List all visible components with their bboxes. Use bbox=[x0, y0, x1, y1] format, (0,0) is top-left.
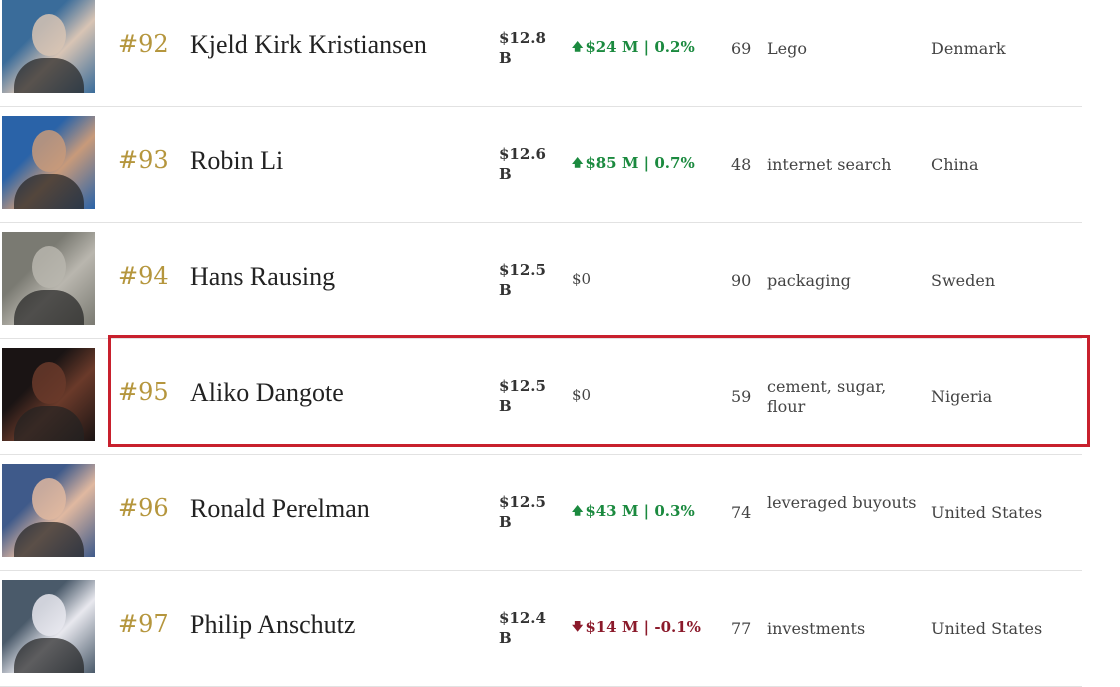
table-row[interactable]: #92 Kjeld Kirk Kristiansen $12.8 B 🡅 $24 … bbox=[0, 0, 1082, 107]
person-photo[interactable] bbox=[2, 580, 95, 673]
person-name[interactable]: Kjeld Kirk Kristiansen bbox=[190, 30, 427, 59]
net-worth: $12.5 B bbox=[499, 377, 546, 415]
net-worth: $12.5 B bbox=[499, 261, 546, 299]
table-row[interactable]: #96 Ronald Perelman $12.5 B 🡅 $43 M | 0.3… bbox=[0, 454, 1082, 571]
person-photo[interactable] bbox=[2, 0, 95, 93]
person-photo[interactable] bbox=[2, 464, 95, 557]
country: United States bbox=[931, 619, 1043, 638]
arrow-up-icon: 🡅 bbox=[572, 156, 584, 169]
daily-change: 🡅 $43 M | 0.3% bbox=[572, 502, 695, 521]
age: 74 bbox=[731, 503, 752, 522]
highlight-box bbox=[108, 335, 1090, 447]
daily-change: $0 bbox=[572, 270, 591, 288]
person-name[interactable]: Ronald Perelman bbox=[190, 494, 370, 523]
person-photo[interactable] bbox=[2, 232, 95, 325]
age: 48 bbox=[731, 155, 752, 174]
source-of-wealth: cement, sugar, flour bbox=[767, 377, 887, 416]
age: 69 bbox=[731, 39, 752, 58]
net-worth: $12.5 B bbox=[499, 493, 546, 531]
change-value: $0 bbox=[572, 386, 592, 404]
change-value: $85 M | 0.7% bbox=[585, 154, 695, 172]
rank: #96 bbox=[118, 494, 169, 522]
person-photo[interactable] bbox=[2, 348, 95, 441]
rank: #95 bbox=[118, 378, 169, 406]
source-of-wealth: Lego bbox=[767, 39, 807, 58]
country: Nigeria bbox=[931, 387, 993, 406]
source-of-wealth: internet search bbox=[767, 155, 892, 174]
arrow-down-icon: 🡇 bbox=[572, 620, 584, 633]
change-value: $24 M | 0.2% bbox=[585, 38, 695, 56]
net-worth: $12.6 B bbox=[499, 145, 546, 183]
arrow-up-icon: 🡅 bbox=[572, 40, 584, 53]
person-photo[interactable] bbox=[2, 116, 95, 209]
daily-change: 🡇 $14 M | -0.1% bbox=[572, 618, 701, 637]
age: 77 bbox=[731, 619, 752, 638]
daily-change: 🡅 $85 M | 0.7% bbox=[572, 154, 695, 173]
change-value: $43 M | 0.3% bbox=[585, 502, 695, 520]
rank: #94 bbox=[118, 262, 169, 290]
source-of-wealth: packaging bbox=[767, 271, 851, 290]
table-row[interactable]: #94 Hans Rausing $12.5 B $0 90 packaging… bbox=[0, 222, 1082, 339]
table-row[interactable]: #93 Robin Li $12.6 B 🡅 $85 M | 0.7% 48 in… bbox=[0, 106, 1082, 223]
table-row[interactable]: #95 Aliko Dangote $12.5 B $0 59 cement, … bbox=[0, 338, 1082, 455]
person-name[interactable]: Philip Anschutz bbox=[190, 610, 356, 639]
table-row[interactable]: #97 Philip Anschutz $12.4 B 🡇 $14 M | -0.… bbox=[0, 570, 1082, 687]
arrow-up-icon: 🡅 bbox=[572, 504, 584, 517]
person-name[interactable]: Robin Li bbox=[190, 146, 284, 175]
change-value: $0 bbox=[572, 270, 592, 288]
source-of-wealth: leveraged buyouts bbox=[767, 493, 917, 512]
daily-change: $0 bbox=[572, 386, 591, 404]
person-name[interactable]: Aliko Dangote bbox=[190, 378, 344, 407]
country: Denmark bbox=[931, 39, 1006, 58]
age: 59 bbox=[731, 387, 752, 406]
country: China bbox=[931, 155, 979, 174]
rank: #97 bbox=[118, 610, 169, 638]
net-worth: $12.4 B bbox=[499, 609, 546, 647]
person-name[interactable]: Hans Rausing bbox=[190, 262, 336, 291]
rank: #92 bbox=[118, 30, 169, 58]
rank: #93 bbox=[118, 146, 169, 174]
country: Sweden bbox=[931, 271, 996, 290]
net-worth: $12.8 B bbox=[499, 29, 546, 67]
change-value: $14 M | -0.1% bbox=[585, 618, 701, 636]
age: 90 bbox=[731, 271, 752, 290]
source-of-wealth: investments bbox=[767, 619, 866, 638]
daily-change: 🡅 $24 M | 0.2% bbox=[572, 38, 695, 57]
country: United States bbox=[931, 503, 1043, 522]
